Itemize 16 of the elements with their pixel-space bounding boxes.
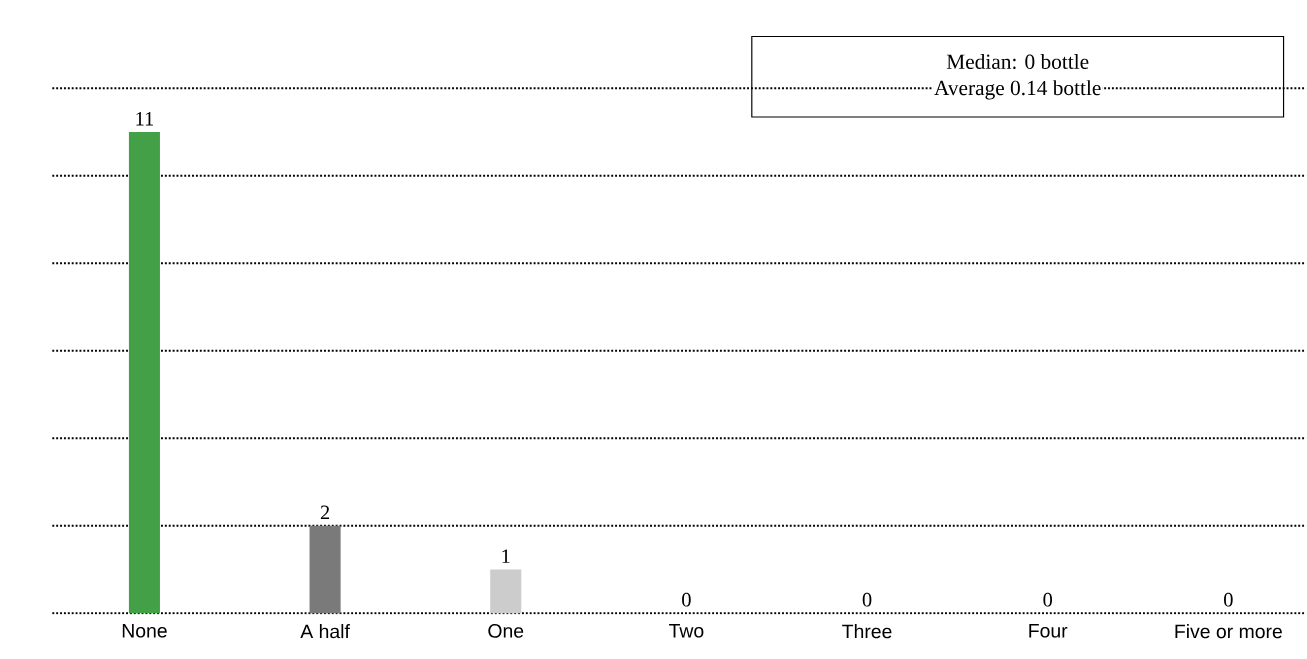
data-label: 0: [1043, 592, 1053, 607]
x-tick-label: Two: [669, 624, 704, 638]
data-label: 1: [502, 549, 510, 563]
annotation: Average 0.14 bottle: [934, 80, 1101, 100]
x-tick-label: One: [488, 624, 524, 638]
data-label: 11: [136, 111, 154, 126]
data-label: 2: [320, 505, 330, 520]
x-tick-label: Five or more: [1175, 624, 1282, 639]
x-tick-label: A half: [300, 624, 350, 639]
data-label: 0: [682, 592, 691, 607]
data-label: 0: [862, 592, 872, 607]
x-tick-label: Three: [842, 624, 892, 639]
x-tick-label: None: [122, 624, 167, 638]
x-tick-label: Four: [1029, 624, 1068, 638]
text: Median: 0 bottle: [946, 54, 1089, 70]
data-label: 0: [1224, 592, 1233, 607]
